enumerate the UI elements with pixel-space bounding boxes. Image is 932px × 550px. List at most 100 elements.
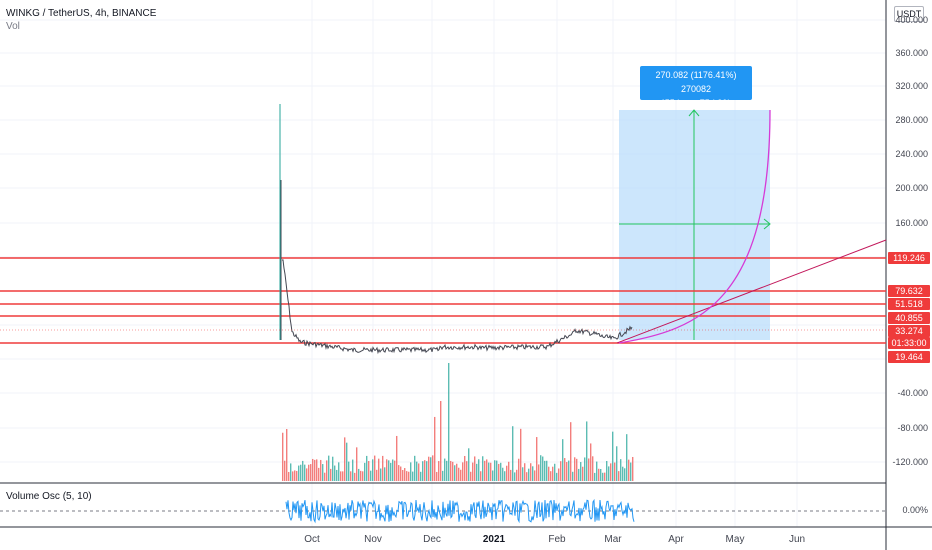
volume-bar (488, 462, 490, 481)
volume-bar (582, 466, 584, 481)
volume-bar (388, 460, 390, 481)
volume-bar (580, 462, 582, 481)
volume-bar (300, 464, 302, 481)
measure-tooltip-line2: 455 bars, 75d 20h (659, 98, 733, 108)
volume-bar (482, 456, 484, 481)
volume-bar (446, 460, 448, 481)
volume-bar (550, 471, 552, 481)
current-price-label: 33.274 (888, 325, 930, 337)
volume-bar (458, 467, 460, 481)
volume-bar (322, 464, 324, 481)
parabolic-curve[interactable] (618, 109, 771, 344)
volume-bar (440, 401, 442, 481)
hline-label-40: 40.855 (888, 312, 930, 324)
currency-button[interactable]: USDT (894, 6, 924, 22)
volume-bar (286, 429, 288, 481)
volume-bar (534, 470, 536, 481)
volume-bar (606, 460, 608, 481)
volume-bar (430, 457, 432, 481)
volume-bar (428, 456, 430, 481)
volume-bar (626, 434, 628, 481)
volume-bar (378, 458, 380, 481)
time-tick: Oct (304, 534, 320, 545)
volume-bar (366, 455, 368, 481)
volume-bar (376, 469, 378, 481)
volume-bar (290, 463, 292, 481)
volume-bar (396, 435, 398, 481)
measure-arrow-head-right (763, 218, 771, 230)
volume-bar (372, 459, 374, 481)
price-tick: 320.000 (895, 81, 928, 91)
volume-bar (442, 470, 444, 481)
volume-bar (468, 448, 470, 481)
volume-bar (310, 464, 312, 481)
volume-bar (412, 471, 414, 481)
time-tick: Mar (604, 534, 622, 545)
price-series (281, 259, 633, 355)
volume-bar (540, 455, 542, 481)
volume-bar (448, 363, 450, 481)
volume-bar (518, 458, 520, 481)
volume-bar (334, 465, 336, 481)
volume-bar (392, 459, 394, 481)
volume-bar (508, 461, 510, 481)
volume-bar (460, 469, 462, 481)
hline-label-79: 79.632 (888, 285, 930, 297)
volume-bar (308, 464, 310, 481)
hline-label-19: 19.464 (888, 351, 930, 363)
volume-bar (502, 467, 504, 481)
volume-bar (338, 462, 340, 481)
volume-bar (362, 471, 364, 481)
time-tick: Apr (668, 534, 684, 545)
volume-bar (344, 437, 346, 481)
volume-bar (506, 465, 508, 481)
volume-bar (630, 462, 632, 481)
volume-bar (622, 466, 624, 481)
volume-bar (538, 464, 540, 481)
volume-bar (304, 464, 306, 481)
volume-bar (568, 460, 570, 481)
volume-bar (546, 460, 548, 481)
oscillator-label: Volume Osc (5, 10) (6, 491, 92, 502)
volume-bar (474, 456, 476, 481)
volume-bar (484, 460, 486, 481)
volume-bar (418, 463, 420, 481)
volume-bar (498, 463, 500, 481)
time-tick: Dec (423, 534, 441, 545)
volume-bar (466, 461, 468, 481)
volume-bar (578, 468, 580, 481)
volume-bar (476, 463, 478, 481)
volume-bar (610, 463, 612, 481)
volume-bar (618, 471, 620, 481)
volume-bar (562, 439, 564, 481)
volume-bar (588, 458, 590, 481)
volume-bar (632, 456, 634, 481)
volume-bar (316, 459, 318, 481)
volume-bar (480, 471, 482, 481)
measure-tooltip-line1: 270.082 (1176.41%) 270082 (655, 70, 737, 94)
volume-bar (504, 471, 506, 481)
volume-bar (586, 421, 588, 481)
volume-bar (560, 461, 562, 481)
volume-bar (608, 466, 610, 481)
volume-bar (564, 458, 566, 481)
volume-bar (284, 460, 286, 481)
volume-bar (552, 466, 554, 481)
hline-label-51: 51.518 (888, 298, 930, 310)
volume-bar (450, 460, 452, 481)
volume-label: Vol (6, 21, 20, 32)
volume-bar (456, 463, 458, 481)
horizontal-lines[interactable] (0, 257, 886, 344)
volume-bar (576, 458, 578, 481)
volume-bar (288, 471, 290, 481)
time-tick: Nov (364, 534, 382, 545)
trend-line[interactable] (616, 239, 887, 344)
volume-bar (452, 461, 454, 481)
volume-bar (520, 428, 522, 481)
volume-bar (590, 443, 592, 481)
volume-bar (444, 458, 446, 481)
volume-bar (510, 469, 512, 481)
volume-bar (342, 471, 344, 481)
volume-bar (620, 459, 622, 481)
